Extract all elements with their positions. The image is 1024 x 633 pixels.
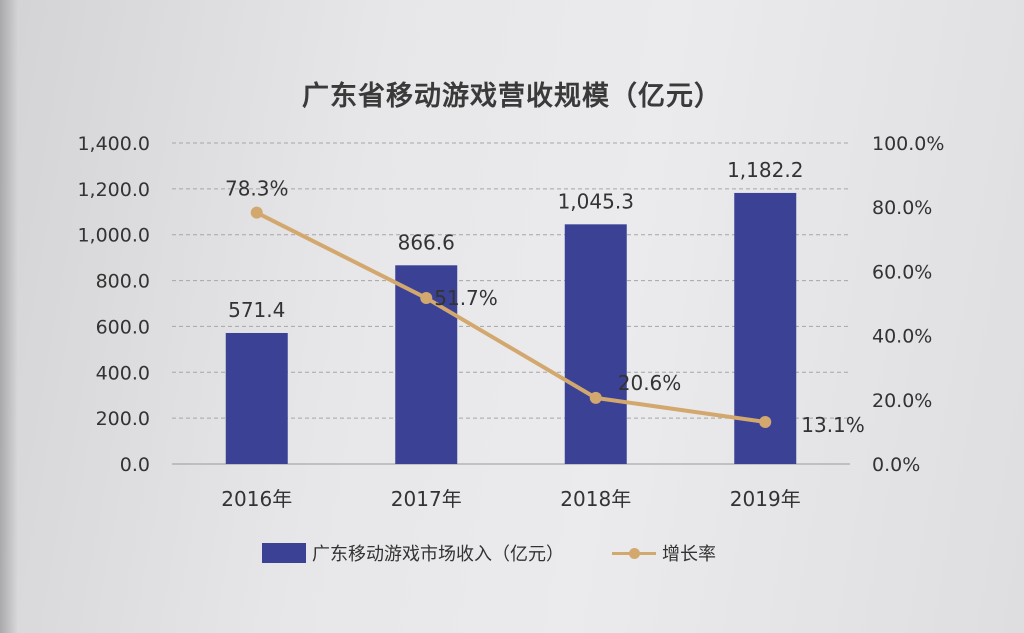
bar	[564, 224, 627, 464]
y-right-tick-label: 20.0%	[872, 390, 932, 412]
page-edge-shadow	[0, 0, 18, 633]
y-left-tick-label: 1,400.0	[77, 133, 150, 155]
bar	[225, 332, 288, 464]
y-right-tick-label: 100.0%	[872, 133, 944, 155]
growth-point	[759, 415, 772, 428]
bar-value-label: 1,182.2	[727, 158, 803, 182]
bar-value-label: 571.4	[228, 298, 285, 322]
growth-value-label: 51.7%	[434, 286, 498, 310]
legend-bar-swatch	[262, 543, 306, 563]
x-tick-label: 2016年	[221, 487, 292, 511]
y-left-tick-label: 600.0	[96, 316, 150, 338]
y-right-tick-label: 0.0%	[872, 454, 920, 476]
y-left-tick-label: 0.0	[120, 454, 150, 476]
chart-title: 广东省移动游戏营收规模（亿元）	[302, 81, 722, 112]
y-right-tick-label: 60.0%	[872, 261, 932, 283]
legend-item-bar-series: 广东移动游戏市场收入（亿元）	[262, 540, 564, 566]
legend-bar-label: 广东移动游戏市场收入（亿元）	[312, 544, 564, 565]
growth-value-label: 13.1%	[801, 413, 865, 437]
legend-line-swatch	[612, 543, 656, 563]
legend-item-line-series: 增长率	[612, 540, 716, 566]
x-tick-label: 2017年	[391, 487, 462, 511]
bar-value-label: 1,045.3	[558, 189, 634, 213]
y-left-tick-label: 1,000.0	[77, 225, 150, 247]
growth-point	[250, 206, 263, 219]
growth-line	[255, 210, 766, 424]
y-right-tick-label: 80.0%	[872, 197, 932, 219]
growth-point	[589, 391, 602, 404]
growth-value-label: 78.3%	[225, 177, 289, 201]
y-left-tick-label: 400.0	[96, 362, 150, 384]
x-tick-label: 2019年	[730, 487, 801, 511]
y-left-tick-label: 200.0	[96, 408, 150, 430]
y-left-tick-label: 800.0	[96, 271, 150, 293]
legend-line-label: 增长率	[662, 544, 716, 565]
x-tick-label: 2018年	[560, 487, 631, 511]
y-right-tick-label: 40.0%	[872, 326, 932, 348]
growth-value-label: 20.6%	[618, 371, 682, 395]
growth-point	[420, 292, 433, 305]
y-left-tick-label: 1,200.0	[77, 179, 150, 201]
chart-legend: 广东移动游戏市场收入（亿元） 增长率	[262, 538, 764, 568]
bar-value-label: 866.6	[398, 230, 455, 254]
